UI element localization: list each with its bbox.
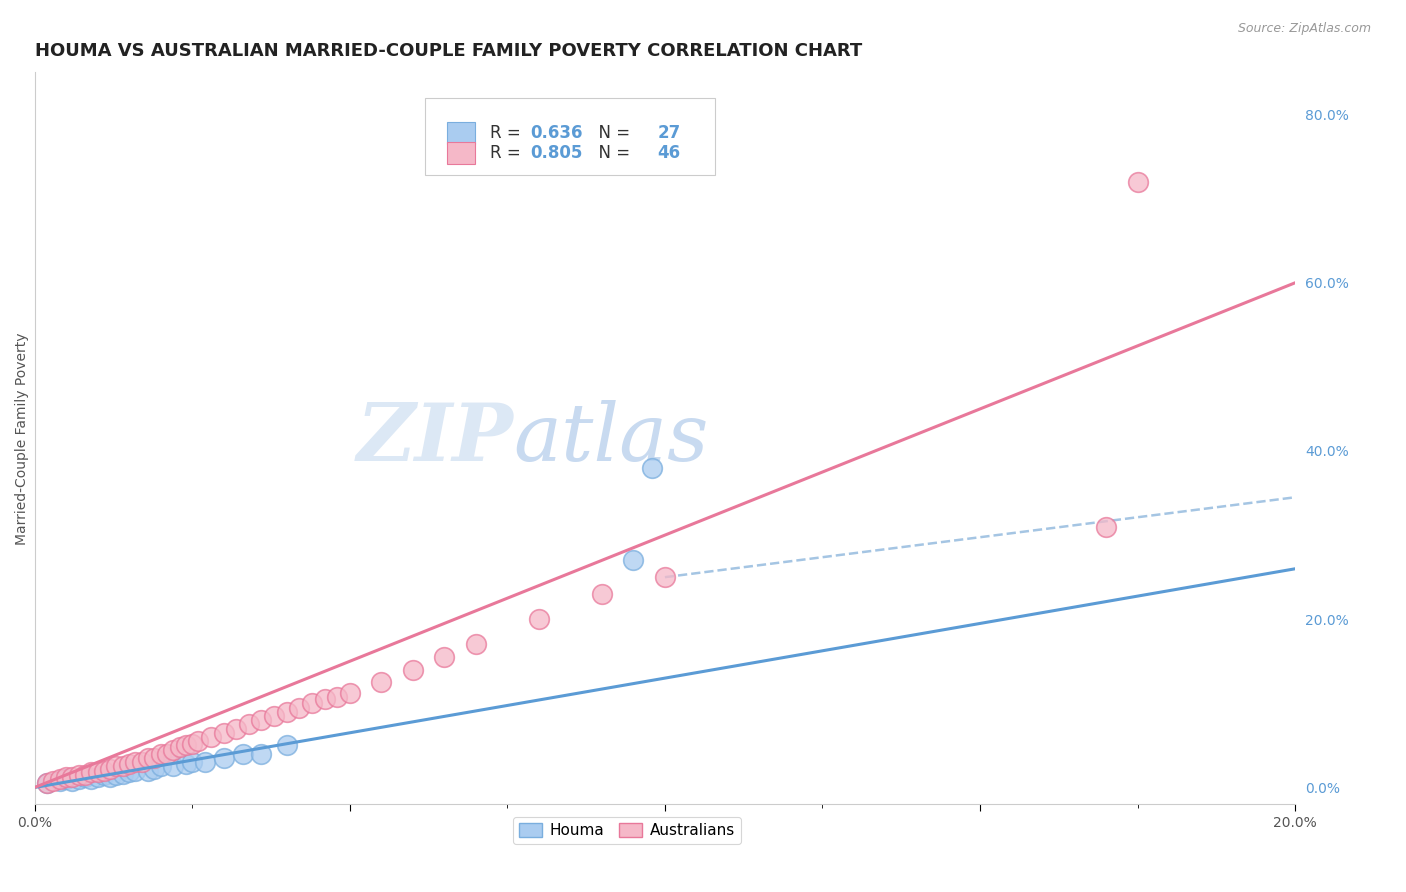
Point bbox=[118, 765, 141, 780]
Point bbox=[263, 709, 285, 723]
Point bbox=[49, 773, 72, 788]
Point bbox=[67, 772, 90, 786]
Point bbox=[464, 638, 486, 652]
Point bbox=[301, 697, 323, 711]
Text: N =: N = bbox=[588, 124, 636, 142]
Point bbox=[111, 759, 134, 773]
Point bbox=[60, 771, 83, 785]
Point bbox=[80, 772, 103, 786]
Point bbox=[73, 771, 96, 785]
Point bbox=[124, 756, 146, 770]
Point bbox=[156, 747, 179, 761]
FancyBboxPatch shape bbox=[447, 122, 475, 145]
Point bbox=[143, 762, 166, 776]
Point bbox=[169, 740, 191, 755]
Point bbox=[200, 730, 222, 744]
FancyBboxPatch shape bbox=[426, 98, 716, 175]
Point bbox=[143, 751, 166, 765]
Point bbox=[250, 713, 273, 727]
Point bbox=[326, 690, 349, 704]
Text: 0.636: 0.636 bbox=[530, 124, 582, 142]
Point bbox=[370, 675, 392, 690]
Point bbox=[42, 773, 65, 788]
Point bbox=[67, 768, 90, 782]
Text: ZIP: ZIP bbox=[357, 400, 513, 477]
Point bbox=[238, 717, 260, 731]
Point bbox=[98, 770, 121, 784]
Point bbox=[37, 776, 59, 790]
Point bbox=[194, 756, 217, 770]
Point bbox=[80, 765, 103, 780]
Text: atlas: atlas bbox=[513, 400, 709, 477]
Point bbox=[162, 742, 184, 756]
Point bbox=[232, 747, 254, 761]
Point bbox=[93, 764, 115, 778]
Point bbox=[527, 612, 550, 626]
Point bbox=[60, 773, 83, 788]
Point bbox=[621, 553, 644, 567]
Legend: Houma, Australians: Houma, Australians bbox=[513, 817, 741, 844]
FancyBboxPatch shape bbox=[447, 142, 475, 164]
Point bbox=[212, 726, 235, 740]
Point bbox=[1095, 519, 1118, 533]
Point bbox=[654, 570, 676, 584]
Point bbox=[250, 747, 273, 761]
Text: R =: R = bbox=[489, 124, 526, 142]
Point bbox=[124, 764, 146, 778]
Point bbox=[37, 776, 59, 790]
Point bbox=[641, 460, 664, 475]
Point bbox=[93, 768, 115, 782]
Point bbox=[149, 759, 172, 773]
Point bbox=[86, 771, 108, 785]
Point bbox=[276, 739, 298, 753]
Text: 46: 46 bbox=[658, 144, 681, 162]
Point bbox=[276, 705, 298, 719]
Point bbox=[591, 587, 613, 601]
Point bbox=[187, 734, 209, 748]
Point bbox=[136, 751, 159, 765]
Text: R =: R = bbox=[489, 144, 526, 162]
Text: HOUMA VS AUSTRALIAN MARRIED-COUPLE FAMILY POVERTY CORRELATION CHART: HOUMA VS AUSTRALIAN MARRIED-COUPLE FAMIL… bbox=[35, 42, 862, 60]
Point bbox=[105, 759, 128, 773]
Point bbox=[181, 737, 204, 751]
Point bbox=[73, 768, 96, 782]
Point bbox=[433, 650, 456, 665]
Point bbox=[212, 751, 235, 765]
Point bbox=[225, 722, 247, 736]
Point bbox=[174, 739, 197, 753]
Point bbox=[118, 756, 141, 771]
Point bbox=[288, 700, 311, 714]
Point bbox=[136, 764, 159, 778]
Point bbox=[98, 762, 121, 776]
Text: Source: ZipAtlas.com: Source: ZipAtlas.com bbox=[1237, 22, 1371, 36]
Point bbox=[339, 686, 361, 700]
Point bbox=[314, 692, 336, 706]
Point bbox=[181, 756, 204, 770]
Point bbox=[105, 768, 128, 782]
Text: 0.805: 0.805 bbox=[530, 144, 582, 162]
Point bbox=[402, 663, 425, 677]
Point bbox=[55, 771, 77, 785]
Text: 27: 27 bbox=[658, 124, 681, 142]
Point bbox=[174, 756, 197, 771]
Text: N =: N = bbox=[588, 144, 636, 162]
Point bbox=[86, 765, 108, 780]
Y-axis label: Married-Couple Family Poverty: Married-Couple Family Poverty bbox=[15, 332, 30, 545]
Point bbox=[149, 747, 172, 761]
Point bbox=[49, 772, 72, 786]
Point bbox=[162, 759, 184, 773]
Point bbox=[1126, 175, 1149, 189]
Point bbox=[55, 772, 77, 786]
Point bbox=[131, 756, 153, 770]
Point bbox=[111, 767, 134, 781]
